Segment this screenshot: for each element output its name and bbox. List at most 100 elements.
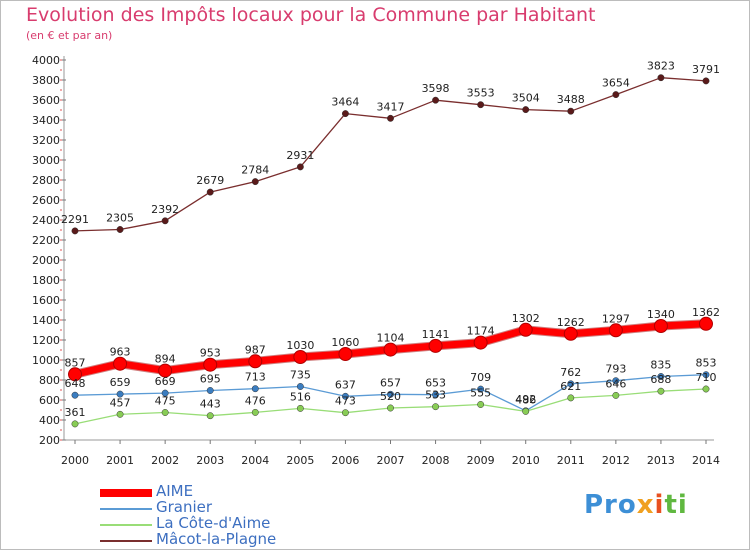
data-point (296, 383, 304, 390)
y-tick-label: 2400 (32, 214, 60, 227)
y-tick-label: 1600 (32, 294, 60, 307)
data-label: 2784 (241, 164, 269, 177)
data-point (113, 356, 128, 371)
x-tick-label: 2011 (557, 454, 585, 467)
data-point (702, 385, 710, 393)
data-point (387, 390, 394, 398)
data-point (293, 350, 308, 364)
y-tick-label: 3400 (32, 114, 60, 127)
x-tick-label: 2013 (647, 454, 675, 467)
data-point (477, 385, 485, 393)
data-label: 987 (245, 343, 266, 356)
data-label: 3553 (467, 87, 495, 100)
data-label: 953 (200, 347, 221, 360)
data-point (473, 335, 488, 350)
data-point (432, 96, 440, 104)
data-label: 1297 (602, 312, 630, 325)
x-tick-label: 2012 (602, 454, 630, 467)
data-point (251, 178, 259, 186)
data-point (702, 77, 710, 85)
data-label: 963 (110, 346, 131, 359)
y-tick-label: 4000 (32, 54, 60, 67)
data-point (612, 391, 620, 399)
data-point (71, 391, 79, 399)
x-tick-label: 2000 (61, 454, 89, 467)
data-label: 2305 (106, 212, 134, 225)
y-tick-label: 2600 (32, 194, 60, 207)
data-point (522, 106, 530, 114)
data-label: 857 (65, 356, 86, 369)
y-tick-label: 2800 (32, 174, 60, 187)
data-label: 1302 (512, 312, 540, 325)
data-label: 621 (560, 380, 581, 393)
y-tick-label: 1200 (32, 334, 60, 347)
y-tick-label: 2200 (32, 234, 60, 247)
x-tick-label: 2001 (106, 454, 134, 467)
data-point (657, 387, 665, 395)
data-label: 3504 (512, 92, 540, 105)
data-label: 688 (650, 373, 671, 386)
data-point (383, 342, 398, 357)
data-label: 486 (515, 393, 536, 406)
data-label: 492 (515, 393, 536, 406)
data-label: 669 (155, 375, 176, 388)
data-point (206, 188, 214, 196)
x-tick-label: 2002 (151, 454, 179, 467)
data-label: 695 (200, 373, 221, 386)
data-point (71, 420, 79, 428)
data-point (158, 363, 173, 378)
x-tick-label: 2014 (692, 454, 720, 467)
y-tick-label: 400 (39, 414, 60, 427)
data-label: 1262 (557, 316, 585, 329)
data-label: 2392 (151, 203, 179, 216)
data-label: 457 (110, 396, 131, 409)
data-point (296, 404, 304, 412)
data-label: 709 (470, 371, 491, 384)
legend-swatch (100, 489, 152, 497)
y-tick-label: 200 (39, 434, 60, 447)
chart-subtitle: (en € et par an) (26, 29, 113, 42)
legend-label: Mâcot-la-Plagne (156, 530, 277, 548)
data-label: 853 (696, 357, 717, 370)
data-point (68, 367, 82, 382)
data-point (432, 403, 440, 411)
data-point (341, 110, 349, 118)
data-point (432, 391, 440, 399)
data-point (612, 91, 620, 99)
data-point (477, 401, 485, 408)
data-point (341, 392, 349, 400)
data-label: 443 (200, 398, 221, 411)
y-tick-label: 1000 (32, 354, 60, 367)
data-point (653, 319, 668, 333)
data-point (567, 107, 575, 115)
legend-item: AIME (100, 482, 360, 500)
data-point (387, 404, 394, 412)
data-point (612, 377, 620, 385)
legend-label: Granier (156, 498, 213, 516)
data-point (702, 371, 710, 379)
legend-label: AIME (156, 482, 194, 500)
data-label: 3488 (557, 93, 585, 106)
data-label: 1060 (331, 336, 359, 349)
data-label: 713 (245, 371, 266, 384)
data-point (338, 347, 353, 361)
data-label: 3654 (602, 77, 630, 90)
data-label: 555 (470, 387, 491, 400)
data-point (248, 354, 263, 369)
data-label: 520 (380, 390, 401, 403)
data-label: 1174 (467, 325, 495, 338)
data-label: 1141 (422, 328, 450, 341)
data-point (161, 217, 169, 225)
data-label: 3417 (377, 100, 405, 113)
legend-item: Mâcot-la-Plagne (100, 530, 360, 548)
chart-title: Evolution des Impôts locaux pour la Comm… (26, 4, 596, 26)
legend-swatch (100, 524, 152, 526)
data-label: 3791 (692, 63, 720, 76)
data-point (206, 412, 214, 420)
data-point (116, 226, 124, 233)
data-point (657, 74, 665, 82)
x-tick-label: 2010 (512, 454, 540, 467)
data-point (522, 407, 530, 415)
data-label: 476 (245, 394, 266, 407)
